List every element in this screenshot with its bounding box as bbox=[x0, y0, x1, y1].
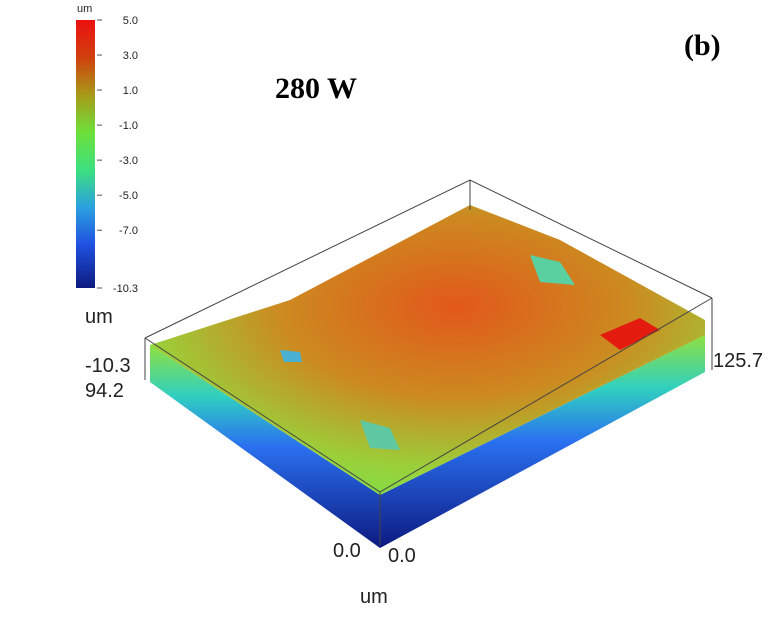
peak-region bbox=[600, 318, 660, 350]
z-axis-label: um bbox=[85, 306, 113, 328]
chart-title: 280 W bbox=[275, 72, 357, 105]
colorbar-tick-label: -7.0 bbox=[119, 225, 138, 237]
bounding-box bbox=[144, 179, 713, 545]
colorbar-tick-label: -5.0 bbox=[119, 190, 138, 202]
front-right-face bbox=[380, 335, 705, 548]
colorbar-tick-label: 3.0 bbox=[123, 50, 138, 62]
colorbar bbox=[76, 20, 95, 288]
colorbar-tick-label: -3.0 bbox=[119, 155, 138, 167]
top-surface bbox=[150, 205, 705, 495]
pit-region bbox=[360, 420, 400, 450]
colorbar-unit: um bbox=[77, 3, 92, 15]
x-max-label: 125.7 bbox=[713, 350, 763, 372]
colorbar-tick-label: 5.0 bbox=[123, 15, 138, 27]
colorbar-tick-label: -10.3 bbox=[113, 283, 138, 295]
y-min-label: 0.0 bbox=[333, 540, 361, 562]
x-axis-label: um bbox=[360, 586, 388, 608]
pit-region bbox=[280, 350, 302, 362]
colorbar-tick-label: 1.0 bbox=[123, 85, 138, 97]
x-min-label: 0.0 bbox=[388, 545, 416, 567]
z-min-label: -10.3 bbox=[85, 355, 131, 377]
pit-region bbox=[530, 255, 575, 285]
y-max-label: 94.2 bbox=[85, 380, 124, 402]
front-left-face bbox=[150, 345, 380, 548]
panel-label: (b) bbox=[684, 29, 721, 62]
colorbar-tick-label: -1.0 bbox=[119, 120, 138, 132]
